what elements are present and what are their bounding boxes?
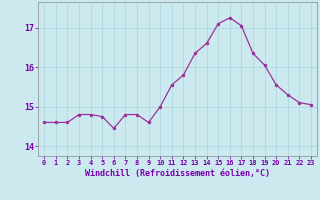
X-axis label: Windchill (Refroidissement éolien,°C): Windchill (Refroidissement éolien,°C) xyxy=(85,169,270,178)
